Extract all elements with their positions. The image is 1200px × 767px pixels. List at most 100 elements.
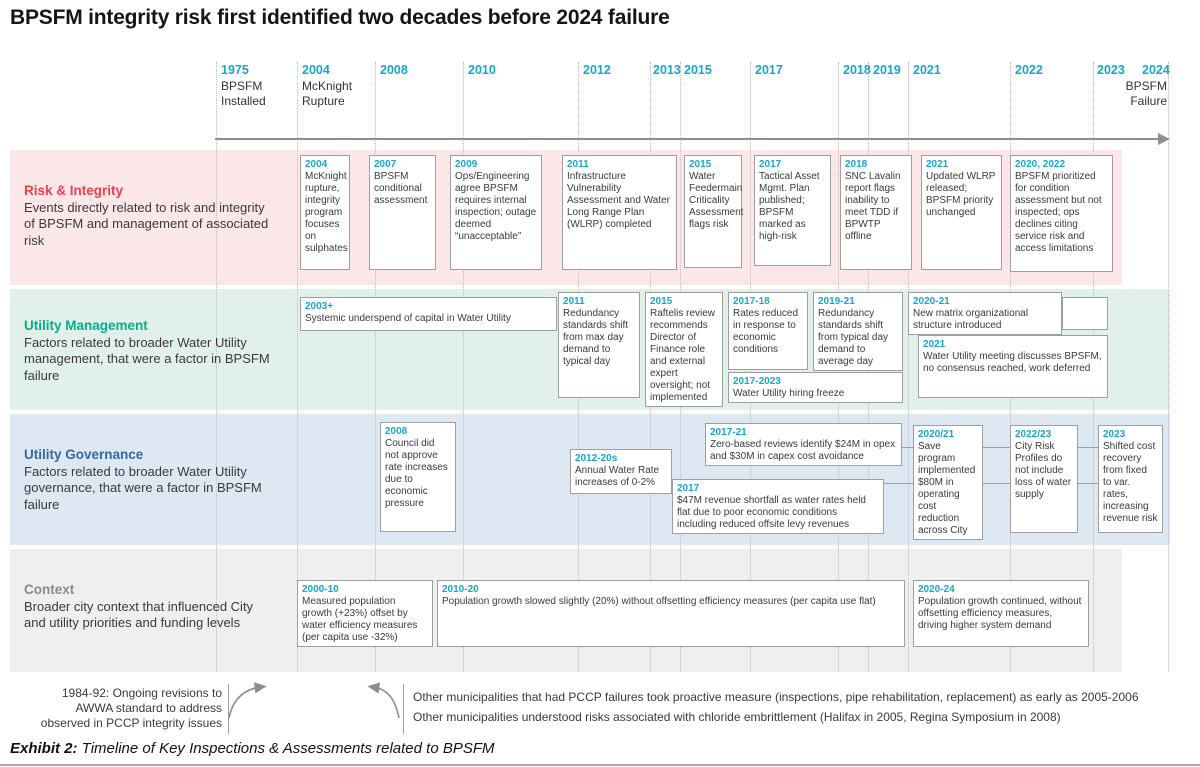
event-year: 2017: [759, 159, 782, 170]
event-text: Population growth slowed slightly (20%) …: [442, 596, 876, 607]
footnote-right-line2: Other municipalities understood risks as…: [413, 710, 1061, 725]
year-label-2018: 2018: [843, 63, 871, 77]
axis-arrowhead-icon: [1158, 133, 1170, 145]
footnote-right: Other municipalities that had PCCP failu…: [413, 687, 1139, 728]
event-box-2004: 2004 McKnight rupture, integrity program …: [300, 155, 350, 270]
event-box-2023: 2023 Shifted cost recovery from fixed to …: [1098, 425, 1163, 533]
event-text: SNC Lavalin report flags inability to me…: [845, 171, 901, 242]
event-text: Ops/Engineering agree BPSFM requires int…: [455, 171, 537, 242]
lane-label-utility-governance: Utility Governance Factors related to bro…: [24, 447, 274, 513]
event-year: 2012-20s: [575, 453, 618, 464]
event-box-2011: 2011 Infrastructure Vulnerability Assessm…: [562, 155, 677, 270]
event-box-2008: 2008 Council did not approve rate increas…: [380, 422, 456, 532]
event-year: 2017: [677, 483, 700, 494]
event-box-2007: 2007 BPSFM conditional assessment: [369, 155, 436, 270]
lane-title-utility-management: Utility Management: [24, 318, 148, 333]
lane-label-risk-integrity: Risk & Integrity Events directly related …: [24, 183, 274, 249]
year-gridline: [908, 62, 909, 672]
event-text: Redundancy standards shift from max day …: [563, 308, 629, 367]
event-year: 2018: [845, 159, 868, 170]
event-text: Shifted cost recovery from fixed to var.…: [1103, 441, 1158, 524]
box-connector-line: [1078, 483, 1098, 484]
lane-title-context: Context: [24, 582, 75, 597]
event-year: 2020-21: [913, 296, 950, 307]
event-box-2003+: 2003+ Systemic underspend of capital in W…: [300, 297, 557, 331]
curved-arrows-icon: [228, 682, 400, 719]
event-year: 2020-24: [918, 584, 955, 595]
event-text: Water Feedermain Criticality Assessment …: [689, 171, 744, 230]
event-box-2020-24: 2020-24 Population growth continued, with…: [913, 580, 1089, 647]
event-year: 2015: [650, 296, 673, 307]
event-year: 2004: [305, 159, 328, 170]
event-text: Infrastructure Vulnerability Assessment …: [567, 171, 671, 230]
lane-desc-utility-governance: Factors related to broader Water Utility…: [24, 464, 262, 512]
footnote-left-years: 1984-92:: [61, 686, 110, 700]
event-text: McKnight rupture, integrity program focu…: [305, 171, 348, 254]
event-text: City Risk Profiles do not include loss o…: [1015, 441, 1072, 500]
year-gridline: [375, 62, 376, 672]
event-text: Systemic underspend of capital in Water …: [305, 313, 511, 324]
event-text: Council did not approve rate increases d…: [385, 438, 448, 509]
year-label-2008: 2008: [380, 63, 408, 77]
year-label-2021: 2021: [913, 63, 941, 77]
lane-desc-utility-management: Factors related to broader Water Utility…: [24, 335, 270, 383]
event-text: $47M revenue shortfall as water rates he…: [677, 495, 866, 530]
year-gridline: [216, 62, 217, 672]
event-box-2020-21: 2020-21 New matrix organizational structu…: [908, 292, 1062, 335]
exhibit-caption-prefix: Exhibit 2:: [10, 740, 78, 757]
event-box-2020-21: 2020/21 Save program implemented $80M in …: [913, 425, 983, 540]
bottom-rule: [0, 764, 1200, 766]
footnote-right-line1: Other municipalities that had PCCP failu…: [413, 690, 1139, 704]
event-year: 2022/23: [1015, 429, 1052, 440]
curved-arrow-up-right-icon: [367, 682, 400, 719]
event-year: 2017-2023: [733, 376, 781, 387]
year-label-2022: 2022: [1015, 63, 1043, 77]
event-text: Tactical Asset Mgmt. Plan published; BPS…: [759, 171, 820, 242]
year-gridline: [1168, 62, 1169, 672]
event-text: Raftelis review recommends Director of F…: [650, 308, 716, 403]
year-label-2024: 2024: [1142, 63, 1170, 77]
event-year: 2000-10: [302, 584, 339, 595]
event-text: Zero-based reviews identify $24M in opex…: [710, 439, 896, 462]
year-label-2012: 2012: [583, 63, 611, 77]
event-year: 2008: [385, 426, 408, 437]
event-text: BPSFM prioritized for condition assessme…: [1015, 171, 1102, 254]
curved-arrow-up-left-icon: [228, 682, 267, 719]
event-box-2020-2022: 2020, 2022 BPSFM prioritized for conditio…: [1010, 155, 1113, 272]
year-label-2010: 2010: [468, 63, 496, 77]
event-year: 2017-18: [733, 296, 770, 307]
lane-label-utility-management: Utility Management Factors related to bro…: [24, 318, 274, 384]
event-text: Water Utility hiring freeze: [733, 388, 845, 399]
year-label-2015: 2015: [684, 63, 712, 77]
footnote-left-line2: AWWA standard to address: [75, 700, 222, 715]
event-box-2010-20: 2010-20 Population growth slowed slightly…: [437, 580, 905, 647]
event-box-2000-10: 2000-10 Measured population growth (+23%)…: [297, 580, 433, 647]
event-box-2009: 2009 Ops/Engineering agree BPSFM requires…: [450, 155, 542, 270]
event-text: Updated WLRP released; BPSFM priority un…: [926, 171, 996, 218]
event-box-2017: 2017 $47M revenue shortfall as water rate…: [672, 479, 884, 534]
event-box-2017-21: 2017-21 Zero-based reviews identify $24M …: [705, 423, 902, 466]
event-text: Save program implemented $80M in operati…: [918, 441, 976, 536]
event-text: Population growth continued, without off…: [918, 596, 1082, 631]
event-box-2019-21: 2019-21 Redundancy standards shift from t…: [813, 292, 903, 371]
event-year: 2023: [1103, 429, 1126, 440]
year-label-2023: 2023: [1097, 63, 1125, 77]
year-gridline: [297, 62, 298, 672]
event-box-empty: [1062, 297, 1108, 330]
box-connector-line: [1078, 447, 1098, 448]
year-label-2004: 2004: [302, 63, 330, 77]
event-box-2022-23: 2022/23 City Risk Profiles do not include…: [1010, 425, 1078, 533]
year-label-2019: 2019: [873, 63, 901, 77]
event-year: 2011: [563, 296, 585, 307]
footnote-divider-right: [403, 684, 404, 734]
event-year: 2009: [455, 159, 478, 170]
event-year: 2017-21: [710, 427, 747, 438]
event-year: 2015: [689, 159, 712, 170]
event-box-2021: 2021 Updated WLRP released; BPSFM priorit…: [921, 155, 1002, 270]
event-year: 2021: [923, 339, 946, 350]
event-text: Rates reduced in response to economic co…: [733, 308, 799, 355]
event-text: Redundancy standards shift from typical …: [818, 308, 889, 367]
event-year: 2020/21: [918, 429, 955, 440]
event-text: Water Utility meeting discusses BPSFM, n…: [923, 351, 1102, 374]
